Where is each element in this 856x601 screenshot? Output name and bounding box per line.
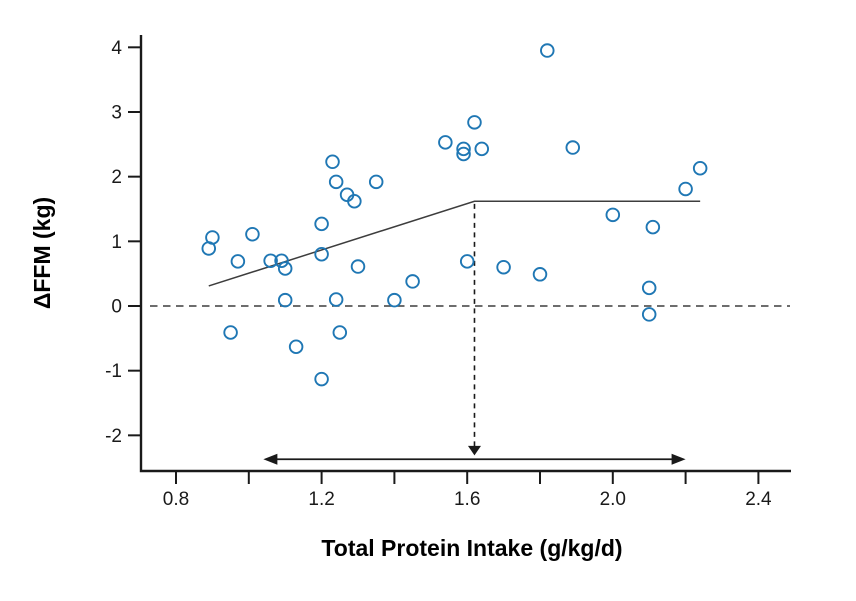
data-point bbox=[245, 226, 260, 242]
data-point bbox=[641, 307, 657, 322]
y-tick-label: 4 bbox=[111, 38, 122, 59]
y-tick-label: 2 bbox=[111, 167, 122, 188]
data-point bbox=[540, 43, 555, 58]
segmented-regression-line bbox=[208, 200, 701, 287]
x-tick-label: 2.4 bbox=[745, 489, 772, 510]
data-point bbox=[645, 219, 661, 235]
x-tick-label: 1.6 bbox=[454, 489, 480, 510]
data-point bbox=[678, 181, 693, 197]
data-point bbox=[277, 292, 293, 308]
y-tick-label: 0 bbox=[111, 297, 122, 318]
y-tick-label: -1 bbox=[105, 361, 122, 382]
data-point bbox=[328, 292, 344, 307]
x-tick-label: 1.2 bbox=[308, 489, 334, 510]
data-point bbox=[368, 174, 384, 190]
data-point bbox=[532, 267, 548, 282]
breakpoint-arrowhead-icon bbox=[467, 445, 481, 456]
data-point bbox=[223, 325, 238, 340]
data-point bbox=[314, 247, 329, 262]
y-tick-label: -2 bbox=[105, 426, 122, 447]
data-point bbox=[565, 140, 581, 155]
range-arrowhead-left-icon bbox=[263, 453, 278, 465]
y-tick-label: 1 bbox=[111, 232, 122, 253]
data-points-group bbox=[201, 43, 708, 387]
data-point bbox=[263, 253, 278, 268]
data-point bbox=[277, 261, 293, 276]
data-point bbox=[332, 325, 348, 340]
x-tick-label: 0.8 bbox=[163, 489, 189, 510]
axes-spines bbox=[139, 35, 791, 473]
data-point bbox=[605, 207, 621, 223]
data-point bbox=[692, 161, 708, 176]
x-tick-label: 2.0 bbox=[600, 489, 626, 510]
x-axis-title: Total Protein Intake (g/kg/d) bbox=[321, 535, 622, 561]
data-point bbox=[456, 141, 471, 157]
data-point bbox=[405, 274, 420, 289]
data-point bbox=[328, 174, 344, 190]
data-point bbox=[347, 193, 362, 209]
data-point bbox=[456, 146, 471, 162]
data-point bbox=[205, 230, 220, 245]
y-axis-title: ΔFFM (kg) bbox=[29, 197, 55, 309]
data-point bbox=[641, 280, 657, 296]
data-point bbox=[314, 371, 329, 387]
range-arrowhead-right-icon bbox=[671, 453, 686, 465]
data-point bbox=[387, 292, 402, 308]
data-point bbox=[459, 254, 475, 269]
data-point bbox=[274, 253, 289, 268]
data-point bbox=[438, 135, 453, 150]
y-tick-label: 3 bbox=[111, 102, 122, 123]
data-point bbox=[467, 115, 482, 130]
data-point bbox=[230, 254, 246, 269]
data-point bbox=[314, 216, 329, 232]
data-point bbox=[496, 259, 511, 275]
data-point bbox=[350, 259, 366, 274]
data-point bbox=[288, 339, 304, 354]
data-point bbox=[325, 154, 340, 170]
data-point bbox=[474, 141, 490, 157]
